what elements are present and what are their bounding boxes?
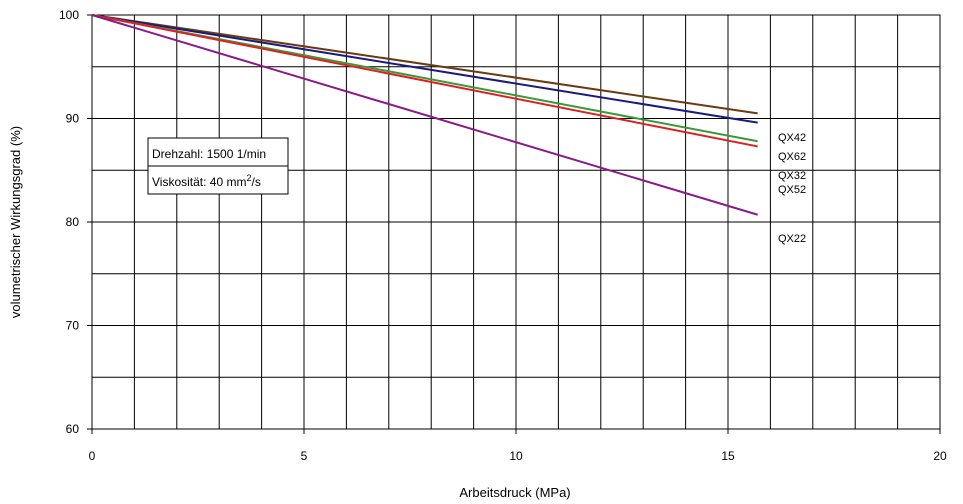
y-tick-label: 60	[66, 422, 80, 436]
series-line-qx52	[91, 14, 758, 148]
series-lines	[91, 14, 758, 216]
x-tick-label: 5	[301, 449, 308, 463]
x-tick-label: 15	[721, 449, 735, 463]
series-label-qx22: QX22	[778, 233, 806, 245]
x-tick-label: 20	[933, 449, 947, 463]
y-tick-label: 90	[66, 112, 80, 126]
axis-ticks: 0 5 10 15 20 60 70 80 90 100	[59, 8, 947, 463]
x-axis-label: Arbeitsdruck (MPa)	[459, 485, 570, 500]
grid	[92, 15, 940, 429]
series-line-qx22	[91, 14, 758, 216]
x-tick-label: 10	[509, 449, 523, 463]
series-line-qx62	[91, 14, 758, 124]
y-tick-label: 100	[59, 8, 79, 22]
series-line-qx42	[91, 14, 758, 115]
y-tick-label: 70	[66, 319, 80, 333]
series-label-qx32: QX32	[778, 170, 806, 182]
annotation-speed: Drehzahl: 1500 1/min	[152, 147, 266, 161]
annotation-viscosity: Viskosität: 40 mm2/s	[152, 173, 261, 189]
series-label-qx42: QX42	[778, 132, 806, 144]
x-tick-label: 0	[89, 449, 96, 463]
series-label-qx62: QX62	[778, 151, 806, 163]
y-tick-label: 80	[66, 215, 80, 229]
annotation-box: Drehzahl: 1500 1/min Viskosität: 40 mm2/…	[147, 137, 289, 195]
y-axis-label: volumetrischer Wirkungsgrad (%)	[8, 126, 23, 318]
series-labels: QX42 QX62 QX32 QX52 QX22	[778, 132, 806, 245]
series-label-qx52: QX52	[778, 184, 806, 196]
